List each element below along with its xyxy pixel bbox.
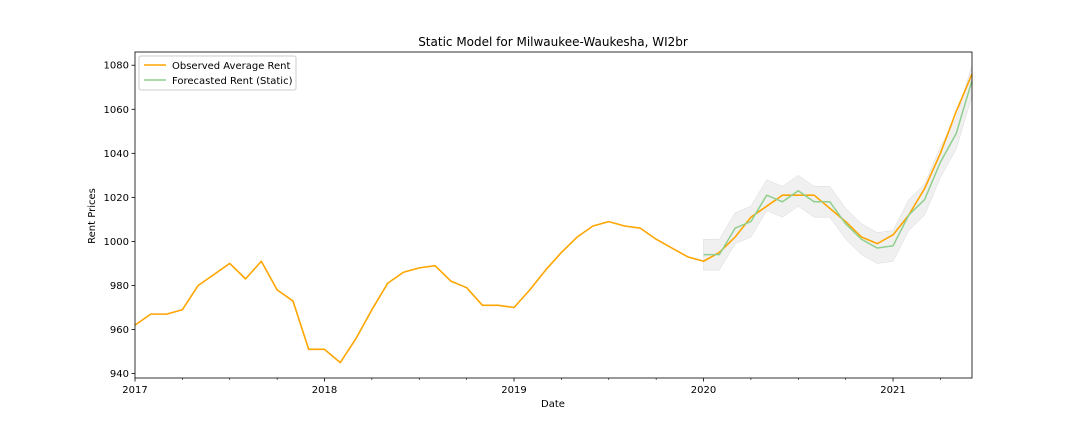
legend-label-observed: Observed Average Rent bbox=[172, 61, 291, 72]
x-tick-label: 2019 bbox=[501, 385, 526, 396]
axes bbox=[134, 51, 973, 379]
y-tick-label: 980 bbox=[110, 281, 129, 292]
y-tick-label: 1040 bbox=[104, 149, 129, 160]
x-tick-label: 2017 bbox=[122, 385, 147, 396]
y-tick-label: 1000 bbox=[104, 237, 129, 248]
x-tick-label: 2018 bbox=[312, 385, 337, 396]
y-tick-label: 1060 bbox=[104, 105, 129, 116]
legend: Observed Average Rent Forecasted Rent (S… bbox=[138, 55, 297, 91]
series-layer bbox=[134, 73, 973, 364]
legend-frame bbox=[138, 55, 297, 91]
legend-label-forecast: Forecasted Rent (Static) bbox=[172, 76, 293, 87]
x-tick-label: 2020 bbox=[691, 385, 716, 396]
x-axis-title: Date bbox=[541, 399, 565, 410]
y-axis-title: Rent Prices bbox=[87, 188, 98, 244]
forecast-rent-line bbox=[703, 80, 973, 256]
x-tick-label: 2021 bbox=[880, 385, 905, 396]
y-tick-label: 960 bbox=[110, 325, 129, 336]
y-tick-label: 1080 bbox=[104, 61, 129, 72]
axes-frame bbox=[134, 51, 973, 379]
x-axis-ticks: 2017 2018 2019 2020 2021 bbox=[122, 378, 941, 396]
chart-title: Static Model for Milwaukee-Waukesha, WI2… bbox=[418, 35, 688, 49]
y-axis-ticks: 940 960 980 1000 1020 1040 1060 1080 bbox=[104, 61, 135, 380]
observed-rent-line bbox=[134, 73, 973, 364]
y-tick-label: 940 bbox=[110, 369, 129, 380]
y-tick-label: 1020 bbox=[104, 193, 129, 204]
